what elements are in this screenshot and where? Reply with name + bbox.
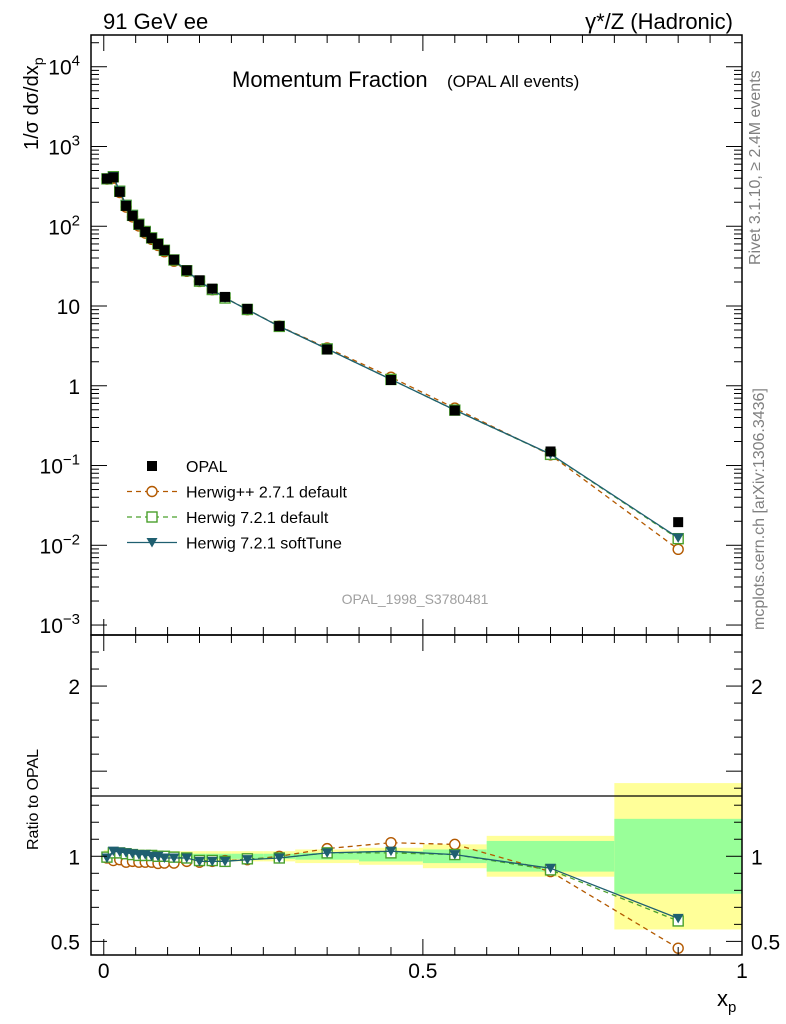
data-point [121,200,132,211]
y-tick-label: 10−3 [40,611,80,638]
data-point [242,303,253,314]
y-tick-label: 102 [48,212,80,239]
legend-label: OPAL [186,459,228,476]
data-point [274,321,285,332]
ratio-y-tick-label-right: 2 [751,676,763,699]
y-tick-label: 1 [68,376,80,399]
ratio-tick-labels: 2 21 10.5 0.50 0.5 1 [51,676,780,983]
legend-marker [146,538,158,548]
data-point [108,172,119,183]
data-point [207,283,218,294]
y-tick-label: 103 [48,132,80,159]
ratio-series-2-point [385,846,397,857]
main-series-line-0 [106,177,679,550]
legend-label: Herwig 7.2.1 default [186,510,329,527]
ratio-y-axis-label: Ratio to OPAL [25,749,42,850]
ratio-series-2-point [158,853,170,863]
ratio-panel: 2 21 10.5 0.50 0.5 1 Ratio to OPAL xp [25,634,780,1016]
y-tick-label: 10−1 [40,452,80,479]
data-point [127,210,138,221]
main-ticks [91,35,743,635]
data-point [322,344,333,355]
y-tick-label: 104 [48,53,80,80]
ratio-series-2-point [273,853,285,863]
data-point [545,446,556,457]
chart-title: Momentum Fraction [232,67,428,92]
data-point [133,219,144,230]
x-axis-label: xp [717,986,736,1016]
rivet-label: Rivet 3.1.10, ≥ 2.4M events [747,70,764,265]
data-point [181,265,192,276]
ratio-series-2-point [219,856,231,867]
ratio-series-2-point [206,856,218,867]
main-marks [101,171,684,556]
main-y-axis-label: 1/σ dσ/dxp [21,57,46,150]
data-point [159,245,170,256]
x-tick-label: 0 [98,960,110,983]
ratio-series-2-point [545,863,557,874]
y-tick-label: 10−2 [40,531,80,558]
y-tick-label: 10 [57,296,80,319]
legend: OPAL Herwig++ 2.7.1 default Herwig 7.2.1 d… [127,459,348,553]
legend-label: Herwig 7.2.1 softTune [186,536,342,553]
data-point [153,238,164,249]
ratio-y-tick-label: 1 [68,846,80,869]
chart-subtitle: (OPAL All events) [447,72,579,91]
legend-marker [146,511,158,523]
legend-marker [146,485,158,498]
ratio-y-tick-label-right: 1 [751,846,763,869]
ratio-series-line-2 [106,850,679,920]
ratio-band-inner [614,818,742,894]
ratio-ticks [91,635,743,955]
data-point [168,254,179,265]
ratio-series-2-point [672,913,684,924]
data-point [449,405,460,416]
data-point [114,186,125,197]
ratio-y-tick-label-right: 0.5 [751,931,780,954]
ratio-series-2-point [241,855,253,865]
header-right: γ*/Z (Hadronic) [585,9,733,34]
analysis-id: OPAL_1998_S3780481 [342,591,489,607]
ratio-series-0-point [449,838,461,851]
data-point [673,517,684,528]
data-point [220,291,231,302]
data-point [194,275,205,286]
data-point [101,173,112,184]
ratio-series-2-point [168,853,180,863]
ratio-series-2-point [181,853,193,863]
ratio-series-line-0 [106,842,679,949]
x-tick-label: 1 [736,960,748,983]
ratio-frame [90,634,743,956]
header-left: 91 GeV ee [103,9,208,34]
mcplots-label: mcplots.cern.ch [arXiv:1306.3436] [751,388,768,630]
main-series-0-point [672,543,684,556]
ratio-y-tick-label: 2 [68,676,80,699]
main-series-2-point [672,533,684,543]
data-point [146,233,157,244]
data-point [385,375,396,386]
legend-marker-data [147,461,157,471]
ratio-series-0-point [385,836,397,849]
ratio-series-2-point [321,848,333,858]
x-tick-label: 0.5 [408,960,437,983]
ratio-series-2-point [449,850,461,860]
data-point [140,226,151,237]
legend-label: Herwig++ 2.7.1 default [186,485,348,502]
ratio-series-2-point [194,856,205,867]
ratio-y-tick-label: 0.5 [51,931,80,954]
